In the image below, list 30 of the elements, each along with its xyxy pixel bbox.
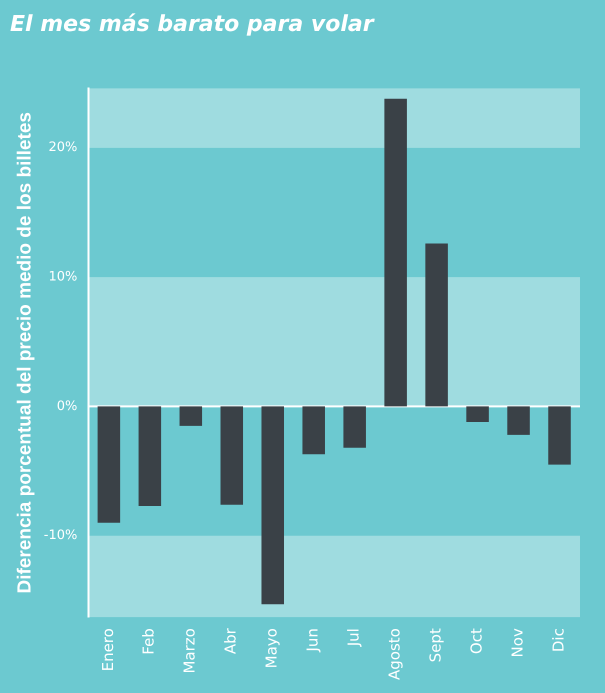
- bar: [343, 406, 366, 448]
- bar: [180, 406, 202, 426]
- bar: [466, 406, 489, 422]
- bar: [138, 406, 162, 506]
- x-tick-label: Nov: [508, 628, 526, 658]
- x-tick-label: Jun: [304, 628, 322, 653]
- x-tick-label: Marzo: [180, 628, 199, 674]
- y-axis-title: Diferencia porcentual del precio medio de los billetes: [14, 112, 36, 594]
- y-tick-label: -10%: [44, 528, 78, 544]
- x-tick-label: Abr: [222, 627, 240, 654]
- bar: [507, 406, 530, 435]
- x-tick-label: Sept: [426, 628, 445, 662]
- bar: [261, 406, 284, 604]
- y-tick-label: 20%: [48, 140, 78, 156]
- x-tick-label: Feb: [140, 628, 158, 655]
- y-tick-label: 0%: [56, 398, 78, 414]
- chart-title: El mes más barato para volar: [10, 12, 375, 37]
- y-tick-label: 10%: [48, 270, 78, 285]
- bar: [548, 406, 571, 465]
- bar: [98, 406, 120, 523]
- bar: [220, 406, 244, 505]
- bar: [425, 244, 448, 406]
- x-tick-label: Enero: [98, 628, 117, 672]
- x-tick-label: Dic: [549, 628, 568, 652]
- bar: [302, 406, 325, 454]
- x-tick-label: Agosto: [386, 628, 404, 680]
- bar: [384, 98, 407, 406]
- x-tick-label: Jul: [344, 628, 363, 648]
- x-tick-label: Oct: [467, 628, 486, 654]
- x-tick-label: Mayo: [262, 628, 281, 668]
